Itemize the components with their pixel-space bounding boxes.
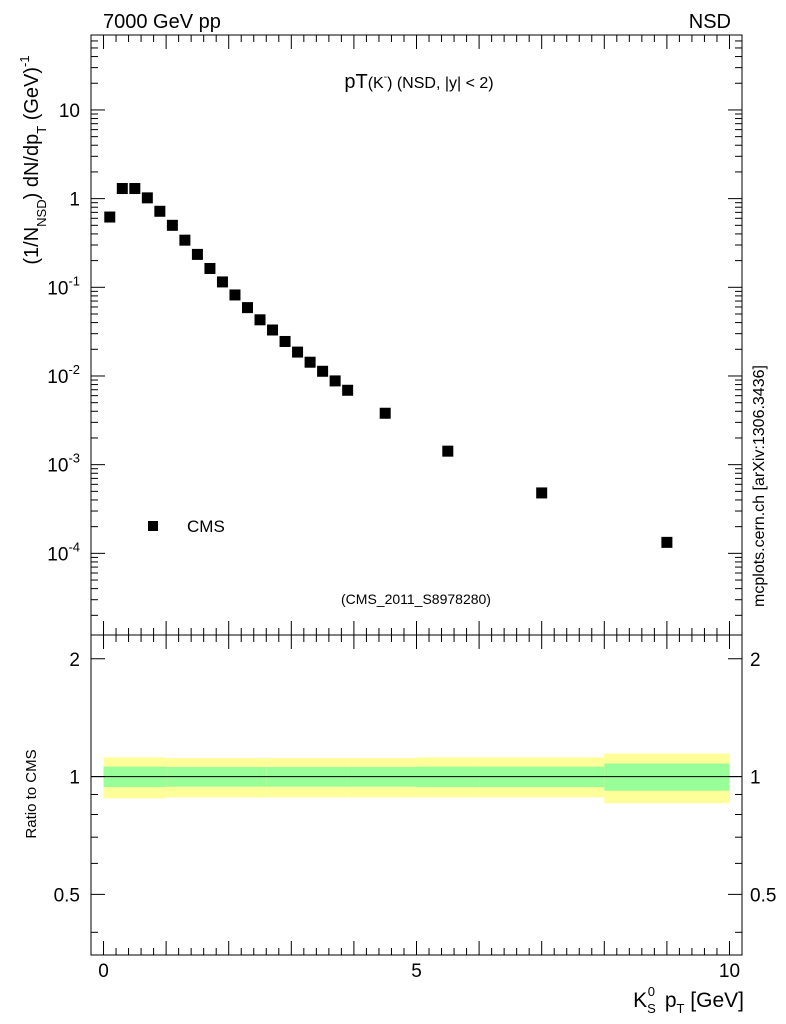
data-point [536, 487, 548, 499]
data-point [191, 248, 203, 260]
data-point [141, 192, 153, 204]
data-point [292, 346, 304, 358]
ratio-y-tick-label: 1 [69, 768, 80, 789]
main-y-axis: 10 1 10-1 10-2 10-3 10-4 [47, 34, 742, 616]
ratio-y-tick-label: 2 [69, 650, 80, 671]
main-panel: 10 1 10-1 10-2 10-3 10-4 pT(K-) (NSD, |y| < 2… [17, 34, 743, 636]
data-point [304, 356, 316, 368]
data-point [254, 314, 266, 326]
data-point [279, 335, 291, 347]
data-point [661, 536, 673, 548]
data-point [229, 289, 241, 301]
main-x-ticks [103, 35, 730, 635]
ratio-panel: 2 2 1 1 0.5 0.5 0 5 10 Ratio to CMS KS0 pT [GeV… [23, 634, 776, 1016]
data-point [116, 183, 128, 195]
data-point [329, 375, 341, 387]
data-point [216, 276, 228, 288]
data-markers [104, 183, 673, 548]
main-y-tick-label: 10-4 [47, 539, 80, 565]
legend: CMS [148, 517, 225, 536]
data-point [129, 183, 141, 195]
data-point [379, 407, 391, 419]
data-point [442, 445, 454, 457]
ratio-y-tick-label-right: 2 [750, 650, 761, 671]
x-tick-label: 5 [411, 961, 422, 982]
ratio-bands [103, 753, 730, 804]
data-point [204, 262, 216, 274]
header-right-title: NSD [689, 11, 731, 33]
main-y-tick-label: 10 [59, 101, 80, 122]
x-axis-label: KS0 pT [GeV] [633, 984, 744, 1016]
main-y-axis-label: (1/NNSD) dN/dpT (GeV)-1 [17, 55, 49, 264]
data-point [342, 384, 354, 396]
main-y-tick-label: 10-3 [47, 451, 80, 477]
data-point [104, 211, 116, 223]
data-point [267, 324, 279, 336]
side-label: mcplots.cern.ch [arXiv:1306.3436] [751, 365, 768, 607]
x-tick-label: 0 [98, 961, 109, 982]
legend-label: CMS [187, 517, 225, 536]
ratio-y-tick-label-right: 0.5 [750, 885, 776, 906]
x-tick-label: 10 [719, 961, 740, 982]
data-point [166, 219, 178, 231]
data-point [179, 234, 191, 246]
header-left-title: 7000 GeV pp [103, 11, 221, 33]
ratio-y-tick-label: 0.5 [54, 885, 80, 906]
main-plot-title: pT(K-) (NSD, |y| < 2) [344, 71, 493, 93]
analysis-annotation: (CMS_2011_S8978280) [341, 591, 491, 607]
ratio-y-axis-label: Ratio to CMS [23, 749, 40, 838]
ratio-band-inner [604, 763, 730, 791]
data-point [241, 302, 253, 314]
legend-marker [148, 521, 158, 531]
ratio-y-tick-label-right: 1 [750, 768, 761, 789]
ratio-y-axis: 2 2 1 1 0.5 0.5 [54, 650, 776, 933]
main-y-tick-label: 10-2 [47, 362, 80, 388]
data-point [317, 365, 329, 377]
main-y-tick-label: 1 [69, 190, 80, 211]
data-point [154, 205, 166, 217]
ratio-x-axis: 0 5 10 [98, 635, 740, 982]
main-y-tick-label: 10-1 [47, 273, 80, 299]
main-frame [90, 34, 743, 636]
